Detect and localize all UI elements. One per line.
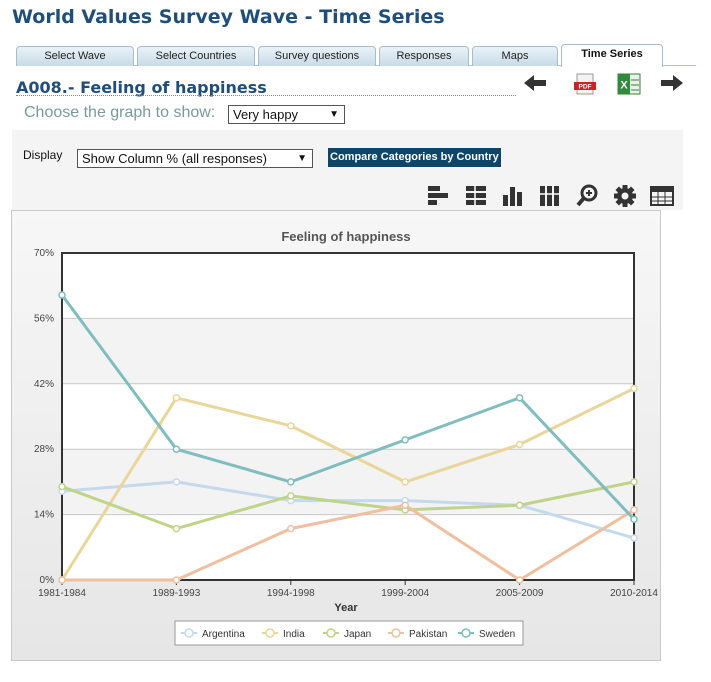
data-point-india[interactable] [630, 384, 638, 393]
legend-marker-argentina [184, 628, 194, 638]
x-axis-title: Year [334, 602, 358, 614]
data-point-pakistan[interactable] [515, 576, 524, 584]
data-point-pakistan[interactable] [630, 506, 638, 514]
data-point-japan[interactable] [515, 501, 524, 510]
data-point-sweden[interactable] [630, 515, 638, 524]
y-tick-label: 56% [34, 313, 54, 324]
y-tick-label: 28% [34, 444, 54, 455]
title-divider [16, 95, 516, 96]
data-point-pakistan[interactable] [172, 576, 181, 584]
data-point-india[interactable] [287, 422, 295, 430]
graph-select[interactable]: Very happy ▼ [228, 105, 345, 124]
legend-item-pakistan[interactable]: Pakistan [409, 629, 447, 640]
zoom-icon[interactable] [575, 183, 601, 209]
series-line-pakistan [62, 503, 635, 582]
data-point-india[interactable] [401, 478, 409, 486]
data-point-sweden[interactable] [515, 394, 524, 402]
x-tick-label: 1989-1993 [152, 588, 200, 599]
tab-time-series[interactable]: Time Series [561, 44, 663, 67]
data-point-pakistan[interactable] [401, 501, 409, 510]
plot-area [62, 253, 634, 580]
line-chart: Feeling of happiness 0% 14% 28% 42% 56% 70% 1… [34, 229, 658, 646]
y-tick-label: 42% [34, 379, 54, 390]
grid-band [62, 318, 634, 384]
series-line-india [60, 387, 635, 581]
data-point-sweden[interactable] [401, 436, 409, 444]
display-select[interactable]: Show Column % (all responses) ▼ [77, 149, 313, 168]
x-tick-label: 1999-2004 [381, 588, 429, 599]
column-chart-icon[interactable] [500, 183, 526, 209]
forward-arrow-icon[interactable] [659, 72, 685, 94]
tab-bar: Select Wave Select Countries Survey ques… [16, 44, 696, 67]
svg-text:X: X [620, 80, 628, 92]
svg-text:PDF: PDF [579, 84, 592, 91]
data-point-japan[interactable] [172, 524, 181, 533]
chart-container: Feeling of happiness 0% 14% 28% 42% 56% 70% 1… [11, 210, 661, 661]
data-point-india[interactable] [172, 394, 181, 402]
pdf-icon[interactable]: PDF [574, 72, 598, 96]
compare-categories-button[interactable]: Compare Categories by Country [328, 148, 501, 167]
data-point-pakistan[interactable] [58, 576, 66, 584]
y-tick-label: 0% [40, 575, 55, 586]
horizontal-bar-icon[interactable] [425, 183, 451, 209]
plot-border [61, 252, 635, 581]
page-title: World Values Survey Wave - Time Series [12, 6, 445, 28]
y-tick-label: 70% [34, 248, 54, 259]
choose-graph-label: Choose the graph to show: [24, 104, 216, 121]
y-tick-label: 14% [34, 510, 54, 521]
data-point-argentina[interactable] [630, 534, 638, 542]
legend-item-japan[interactable]: Japan [344, 629, 371, 640]
legend-marker-pakistan [391, 628, 401, 638]
legend-item-sweden[interactable]: Sweden [479, 629, 515, 640]
data-point-japan[interactable] [630, 478, 638, 486]
question-title: A008.- Feeling of happiness [16, 78, 267, 97]
back-arrow-icon[interactable] [522, 72, 548, 94]
dropdown-arrow-icon: ▼ [297, 153, 307, 164]
data-point-japan[interactable] [58, 482, 66, 491]
data-point-pakistan[interactable] [287, 524, 295, 533]
chart-title: Feeling of happiness [281, 229, 410, 244]
x-tick-label: 2005-2009 [496, 588, 544, 599]
tab-select-wave[interactable]: Select Wave [16, 46, 134, 66]
data-point-sweden[interactable] [287, 478, 295, 486]
x-tick-label: 1994-1998 [267, 588, 315, 599]
series-line-sweden [60, 294, 636, 521]
series-line-japan [61, 480, 635, 531]
tab-survey-questions[interactable]: Survey questions [258, 46, 376, 66]
data-point-india[interactable] [515, 440, 524, 449]
tab-select-countries[interactable]: Select Countries [137, 46, 255, 66]
tab-responses[interactable]: Responses [379, 46, 469, 66]
graph-select-value: Very happy [233, 107, 299, 122]
settings-gear-icon[interactable] [612, 183, 638, 209]
x-tick-label: 1981-1984 [38, 588, 86, 599]
x-tick-label: 2010-2014 [610, 588, 658, 599]
display-select-value: Show Column % (all responses) [82, 151, 267, 166]
options-panel [12, 130, 683, 210]
stacked-horizontal-bar-icon[interactable] [463, 183, 489, 209]
data-point-japan[interactable] [287, 492, 295, 500]
legend-item-india[interactable]: India [283, 629, 305, 640]
legend-marker-sweden [461, 628, 471, 638]
data-point-sweden[interactable] [58, 291, 66, 299]
data-point-argentina[interactable] [172, 478, 181, 486]
dropdown-arrow-icon: ▼ [329, 109, 339, 120]
tab-maps[interactable]: Maps [472, 46, 558, 66]
stacked-column-icon[interactable] [537, 183, 563, 209]
legend-item-argentina[interactable]: Argentina [202, 629, 245, 640]
display-label: Display [23, 148, 63, 162]
grid-band [62, 449, 634, 515]
excel-icon[interactable]: X [617, 72, 641, 96]
legend-marker-japan [326, 628, 336, 638]
data-point-sweden[interactable] [172, 445, 181, 453]
series-line-argentina [61, 480, 635, 540]
table-icon[interactable] [649, 183, 675, 209]
legend-marker-india [265, 628, 275, 638]
